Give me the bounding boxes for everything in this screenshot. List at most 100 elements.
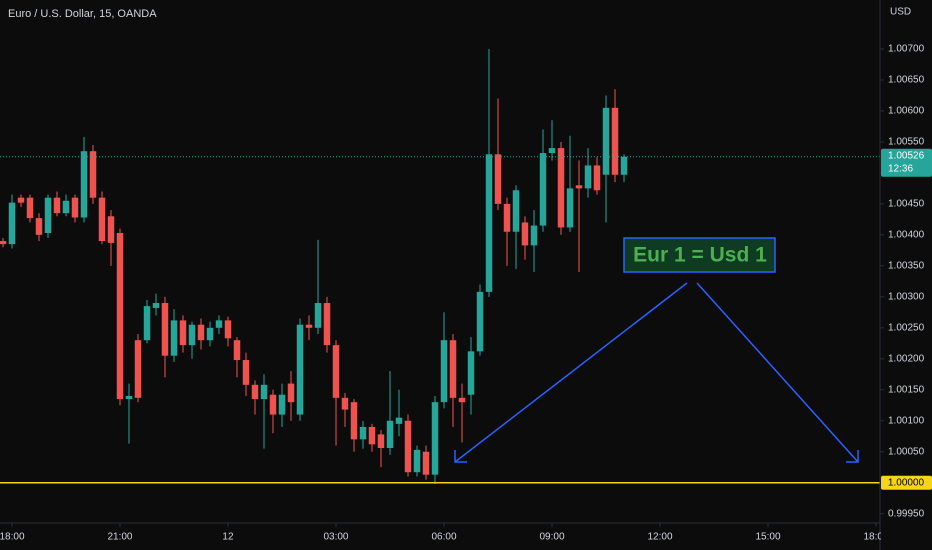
x-tick-label: 03:00 bbox=[323, 532, 348, 543]
candle-body bbox=[314, 303, 322, 328]
x-tick-label: 18:00 bbox=[0, 532, 25, 543]
candle-body bbox=[485, 154, 493, 292]
candle-body bbox=[305, 324, 313, 328]
candle-body bbox=[206, 327, 214, 341]
horizontal-line-tag bbox=[881, 475, 932, 490]
y-tick-label: 1.00550 bbox=[888, 137, 925, 148]
candle-body bbox=[26, 197, 34, 219]
arrow-head bbox=[846, 450, 859, 463]
candle-body bbox=[134, 340, 142, 398]
arrow bbox=[454, 282, 688, 463]
y-tick-label: 1.00250 bbox=[888, 322, 925, 333]
x-tick-label: 06:00 bbox=[431, 532, 456, 543]
chart-title: Euro / U.S. Dollar, 15, OANDA bbox=[8, 8, 157, 20]
candle-body bbox=[215, 320, 223, 328]
candle-body bbox=[395, 417, 403, 424]
candle-body bbox=[188, 324, 196, 346]
candle-body bbox=[377, 434, 385, 449]
y-tick-label: 1.00700 bbox=[888, 44, 925, 55]
candle-body bbox=[359, 426, 367, 440]
candle-body bbox=[431, 402, 439, 475]
candle-body bbox=[413, 449, 421, 473]
candle-body bbox=[8, 202, 16, 245]
candle-body bbox=[161, 303, 169, 356]
candle-body bbox=[197, 324, 205, 341]
candle-body bbox=[467, 351, 475, 395]
candle-body bbox=[422, 451, 430, 475]
candle-body bbox=[557, 148, 565, 228]
candle-body bbox=[512, 190, 520, 232]
candle-body bbox=[152, 303, 160, 308]
candle-body bbox=[233, 340, 241, 361]
countdown-label: 12:36 bbox=[888, 163, 913, 174]
candle-body bbox=[98, 197, 106, 242]
candle-body bbox=[170, 320, 178, 356]
x-tick-label: 15:00 bbox=[755, 532, 780, 543]
arrow bbox=[696, 282, 859, 463]
candle-body bbox=[494, 154, 502, 204]
candle-body bbox=[341, 397, 349, 410]
candle-body bbox=[503, 203, 511, 232]
annotation-text: Eur 1 = Usd 1 bbox=[633, 244, 767, 267]
candle-body bbox=[620, 156, 628, 175]
x-tick-label: 12 bbox=[222, 532, 234, 543]
candle-body bbox=[332, 345, 340, 398]
candle-body bbox=[242, 360, 250, 385]
annotation-arrows bbox=[454, 282, 859, 463]
y-tick-label: 1.00650 bbox=[888, 75, 925, 86]
candle-body bbox=[476, 291, 484, 352]
candle-body bbox=[530, 225, 538, 246]
candle-body bbox=[296, 324, 304, 415]
candle-body bbox=[566, 188, 574, 228]
candle-body bbox=[602, 107, 610, 175]
last-price-tag bbox=[881, 148, 932, 177]
candle-body bbox=[458, 397, 466, 403]
horizontal-line-label: 1.00000 bbox=[888, 477, 925, 488]
candle-body bbox=[125, 395, 133, 400]
candle-body bbox=[539, 153, 547, 226]
candle-body bbox=[449, 340, 457, 398]
candle-body bbox=[35, 218, 43, 235]
candle-body bbox=[404, 420, 412, 473]
candle-body bbox=[71, 197, 79, 218]
x-tick-label: 09:00 bbox=[539, 532, 564, 543]
arrow-head bbox=[454, 450, 467, 463]
y-tick-label: 0.99950 bbox=[888, 508, 925, 519]
candle-body bbox=[269, 394, 277, 415]
y-axis-label: USD bbox=[890, 7, 911, 18]
candle-body bbox=[260, 384, 268, 400]
candle-body bbox=[224, 320, 232, 339]
candle-body bbox=[611, 107, 619, 175]
x-tick-label: 18:00 bbox=[863, 532, 888, 543]
last-price-label: 1.00526 bbox=[888, 150, 925, 161]
y-tick-label: 1.00200 bbox=[888, 353, 925, 364]
y-tick-label: 1.00400 bbox=[888, 229, 925, 240]
candle-body bbox=[323, 303, 331, 346]
candle-body bbox=[44, 197, 52, 233]
candle-body bbox=[350, 402, 358, 440]
x-tick-label: 21:00 bbox=[107, 532, 132, 543]
y-tick-label: 1.00100 bbox=[888, 415, 925, 426]
candle-body bbox=[386, 420, 394, 449]
candle-body bbox=[107, 216, 115, 243]
x-tick-label: 12:00 bbox=[647, 532, 672, 543]
candle-body bbox=[179, 320, 187, 346]
y-tick-label: 1.00050 bbox=[888, 446, 925, 457]
candle-body bbox=[548, 148, 556, 154]
candle-body bbox=[593, 165, 601, 191]
y-tick-label: 1.00150 bbox=[888, 384, 925, 395]
candle-body bbox=[0, 241, 7, 245]
candle-body bbox=[278, 394, 286, 415]
plot bbox=[0, 48, 880, 484]
candle-body bbox=[116, 232, 124, 400]
annotation-box bbox=[623, 237, 776, 273]
candle-body bbox=[575, 185, 583, 189]
candle-body bbox=[287, 383, 295, 403]
candle-body bbox=[584, 165, 592, 189]
candle-body bbox=[251, 384, 259, 400]
candle-body bbox=[368, 426, 376, 445]
y-tick-label: 1.00300 bbox=[888, 291, 925, 302]
